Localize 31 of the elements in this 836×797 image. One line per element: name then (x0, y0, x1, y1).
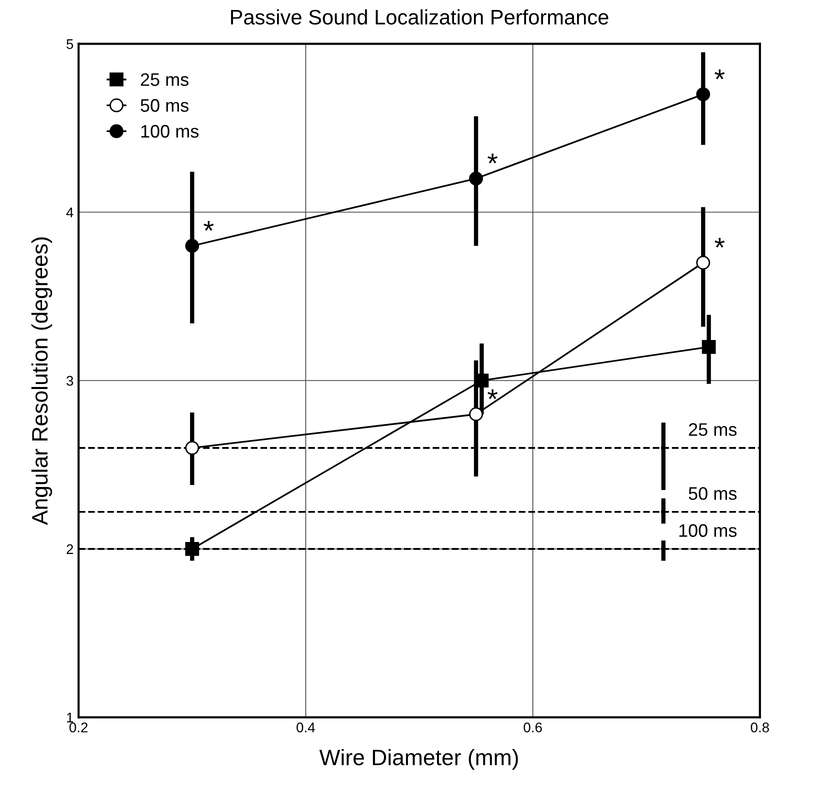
annotation: * (488, 389, 498, 400)
x-tick-label: 0.2 (69, 722, 88, 732)
y-tick-label: 5 (66, 39, 74, 50)
point (185, 542, 200, 556)
y-tick-label: 1 (67, 712, 74, 722)
x-tick-label: 0.6 (524, 722, 542, 732)
annotation: * (714, 238, 725, 248)
x-axis-title: Wire Diameter (mm) (319, 748, 518, 770)
point (185, 440, 200, 455)
annotation: * (714, 69, 725, 80)
y-axis-title: Angular Resolution (degrees) (31, 237, 52, 526)
annotation: * (488, 154, 498, 164)
point (696, 256, 710, 270)
y-tick-label: 4 (66, 208, 74, 218)
point (469, 407, 483, 422)
legend-label: 50 ms (140, 99, 188, 112)
annotation: * (204, 221, 214, 231)
legend-label: 25 ms (140, 73, 188, 86)
point (702, 340, 716, 354)
x-tick-label: 0.8 (750, 722, 769, 732)
y-tick-label: 3 (66, 376, 74, 386)
x-tick-label: 0.4 (296, 722, 315, 732)
legend-label: 100 ms (141, 124, 199, 138)
ref-line-label: 100 ms (679, 524, 737, 537)
point (696, 87, 710, 102)
chart-title: Passive Sound Localization Performance (231, 9, 608, 25)
ref-line-label: 25 ms (688, 423, 737, 436)
point (469, 172, 483, 186)
point (185, 238, 200, 253)
y-tick-label: 2 (66, 544, 74, 554)
ref-line-label: 50 ms (688, 487, 737, 500)
